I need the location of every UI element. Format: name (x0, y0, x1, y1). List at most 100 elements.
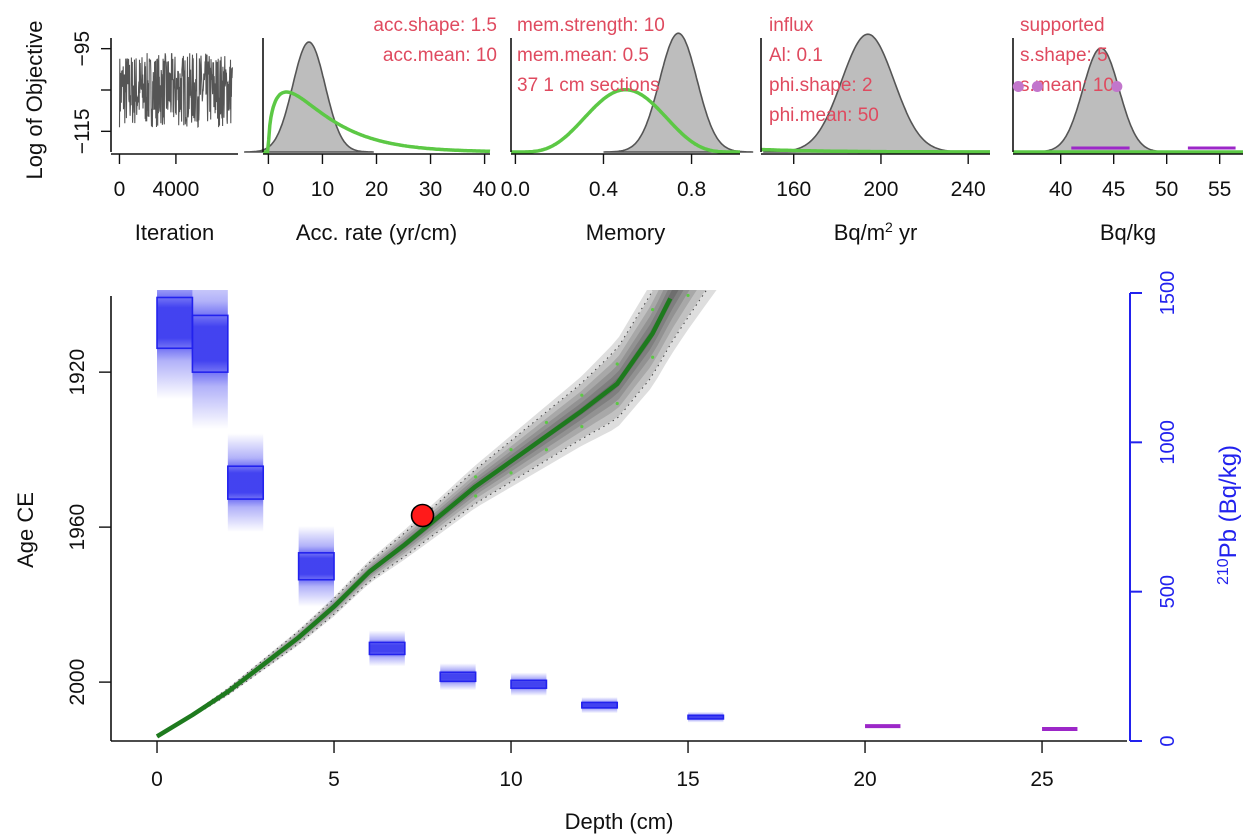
influx-x-tick-label: 160 (776, 178, 811, 201)
influx-posterior-area (763, 33, 973, 153)
acc_rate-annotation: acc.shape: 1.5 (373, 15, 497, 36)
supported-x-tick-label: 55 (1208, 178, 1231, 201)
pb210-axis-tick-label: 1500 (1157, 271, 1179, 316)
memory-posterior-area (603, 32, 754, 153)
age-model-iteration-dot (686, 293, 690, 298)
pb210-measurement-box (439, 671, 477, 683)
age-y-tick-label: 2000 (66, 659, 89, 706)
memory-prior-curve (511, 87, 740, 154)
pb210-measurement-box (227, 465, 265, 500)
age-model-confidence-limit (156, 290, 654, 737)
influx-annotation: Al: 0.1 (769, 45, 823, 66)
influx-annotation: phi.mean: 50 (769, 105, 879, 126)
depth-x-tick-label: 0 (151, 768, 163, 791)
pb210-measurement-box (687, 714, 725, 720)
acc_rate-x-tick-label: 30 (419, 178, 442, 201)
age-model-confidence-limit (156, 290, 708, 737)
age-model-median-line (155, 297, 673, 739)
age-model-iteration-dot (544, 420, 549, 425)
supported-measurement-point (1031, 80, 1043, 92)
supported-panel: 40 45 50 55 Bq/kg supported s.shape: 5 s.mean: … (1012, 15, 1243, 245)
age-model-iteration-dot (651, 307, 655, 312)
age-model-iteration-dot (686, 238, 689, 241)
iterations-y-axis-title: Log of Objective (22, 21, 47, 180)
age-y-tick-label: 1920 (66, 349, 89, 396)
age-model-iteration-dot (474, 494, 478, 498)
influx-x-tick-label: 240 (951, 178, 986, 201)
supported-posterior-area (1028, 47, 1173, 153)
memory-x-tick-label: 0.0 (501, 178, 530, 201)
date-marker-red-point[interactable] (410, 503, 435, 528)
acc_rate-prior-curve (263, 90, 491, 154)
pb210-axis-title: 210Pb (Bq/kg) (1215, 445, 1243, 585)
supported-measurement-point (1111, 80, 1123, 92)
pb210-measurement-cloud (227, 433, 264, 532)
pb210-measurement-cloud (440, 663, 476, 691)
influx-x-axis-title: Bq/m2 yr (834, 219, 918, 245)
supported-x-tick-label: 50 (1155, 178, 1178, 201)
supported-annotation: supported (1020, 15, 1105, 36)
memory-annotation: mem.mean: 0.5 (517, 45, 649, 66)
age-model-uncertainty-band (157, 290, 697, 737)
supported-measurement-point (1012, 80, 1024, 92)
influx-panel: 160 200 240 Bq/m2 yr influx Al: 0.1 phi.shape:… (760, 15, 990, 245)
pb210-measurement-cloud (192, 290, 228, 429)
depth-x-tick-label: 15 (676, 768, 699, 791)
pb210-axis-tick-label: 1000 (1157, 420, 1179, 465)
influx-annotation: influx (769, 15, 814, 36)
depth-x-tick-label: 25 (1030, 768, 1053, 791)
pb210-measurement-cloud (511, 672, 547, 696)
depth-x-tick-label: 20 (853, 768, 876, 791)
memory-x-axis-title: Memory (586, 220, 665, 245)
supported-x-tick-label: 45 (1102, 178, 1125, 201)
acc_rate-x-tick-label: 40 (473, 178, 496, 201)
age-model-iteration-dot (544, 448, 549, 452)
influx-annotation: phi.shape: 2 (769, 75, 873, 96)
iterations-y-tick-label: −115 (71, 108, 94, 154)
age-model-uncertainty-band (157, 290, 679, 737)
pb210-measurement-box (510, 679, 548, 689)
depth-x-tick-label: 10 (499, 768, 522, 791)
depth-x-tick-label: 5 (328, 768, 340, 791)
age-model-iteration-dot (651, 355, 655, 359)
age-model-uncertainty-band (157, 290, 717, 737)
supported-x-tick-label: 40 (1049, 178, 1072, 201)
pb210-measurement-box (368, 641, 406, 656)
acc_rate-posterior-area (244, 41, 374, 153)
influx-x-tick-label: 200 (863, 178, 898, 201)
acc_rate-x-tick-label: 0 (263, 178, 275, 201)
memory-annotation: 37 1 cm sections (517, 75, 660, 96)
acc_rate-x-axis-title: Acc. rate (yr/cm) (296, 220, 457, 245)
age-model-iteration-dot (615, 401, 619, 406)
supported-annotation: s.shape: 5 (1020, 45, 1108, 66)
memory-x-tick-label: 0.4 (589, 178, 619, 201)
pb210-axis-tick-label: 500 (1157, 575, 1179, 608)
iterations-y-tick-label: −95 (71, 31, 94, 67)
iteration-trace-line (118, 52, 233, 128)
memory-x-tick-label: 0.8 (677, 178, 706, 201)
age-model-iteration-dot (580, 393, 584, 397)
pb210-measurement-cloud (157, 290, 193, 400)
pb210-measurement-cloud (298, 525, 335, 607)
acc_rate-x-tick-label: 10 (311, 178, 334, 201)
depth-x-axis-title: Depth (cm) (565, 809, 674, 834)
iterations-panel: 0 4000 Iteration −95 −115 Log of Objective (22, 21, 238, 245)
iterations-x-tick-label: 0 (114, 178, 126, 201)
age-y-tick-label: 1960 (66, 504, 89, 551)
influx-prior-curve (760, 147, 990, 154)
age-model-iteration-dot (509, 448, 513, 452)
memory-panel: 0.0 0.4 0.8 Memory mem.strength: 10 mem.mean:… (501, 15, 754, 245)
age-model-iteration-dot (474, 475, 478, 479)
supported-annotation: s.mean: 10 (1020, 75, 1114, 96)
pb210-measurement-cloud (581, 697, 618, 714)
pb210-measurement-cloud (369, 630, 405, 667)
pb210-measurement-box (297, 552, 335, 581)
age-model-iteration-dot (580, 424, 584, 429)
iterations-x-axis-title: Iteration (135, 220, 215, 245)
age-model-iteration-dot (509, 471, 513, 475)
age-depth-panel: 0 5 10 15 20 25 Depth (cm) 2000 1960 1920 Age CE 0 5… (13, 238, 1243, 834)
age-y-axis-title: Age CE (13, 492, 38, 568)
iterations-x-tick-label: 4000 (153, 178, 200, 201)
age-model-iteration-dot (615, 362, 619, 366)
